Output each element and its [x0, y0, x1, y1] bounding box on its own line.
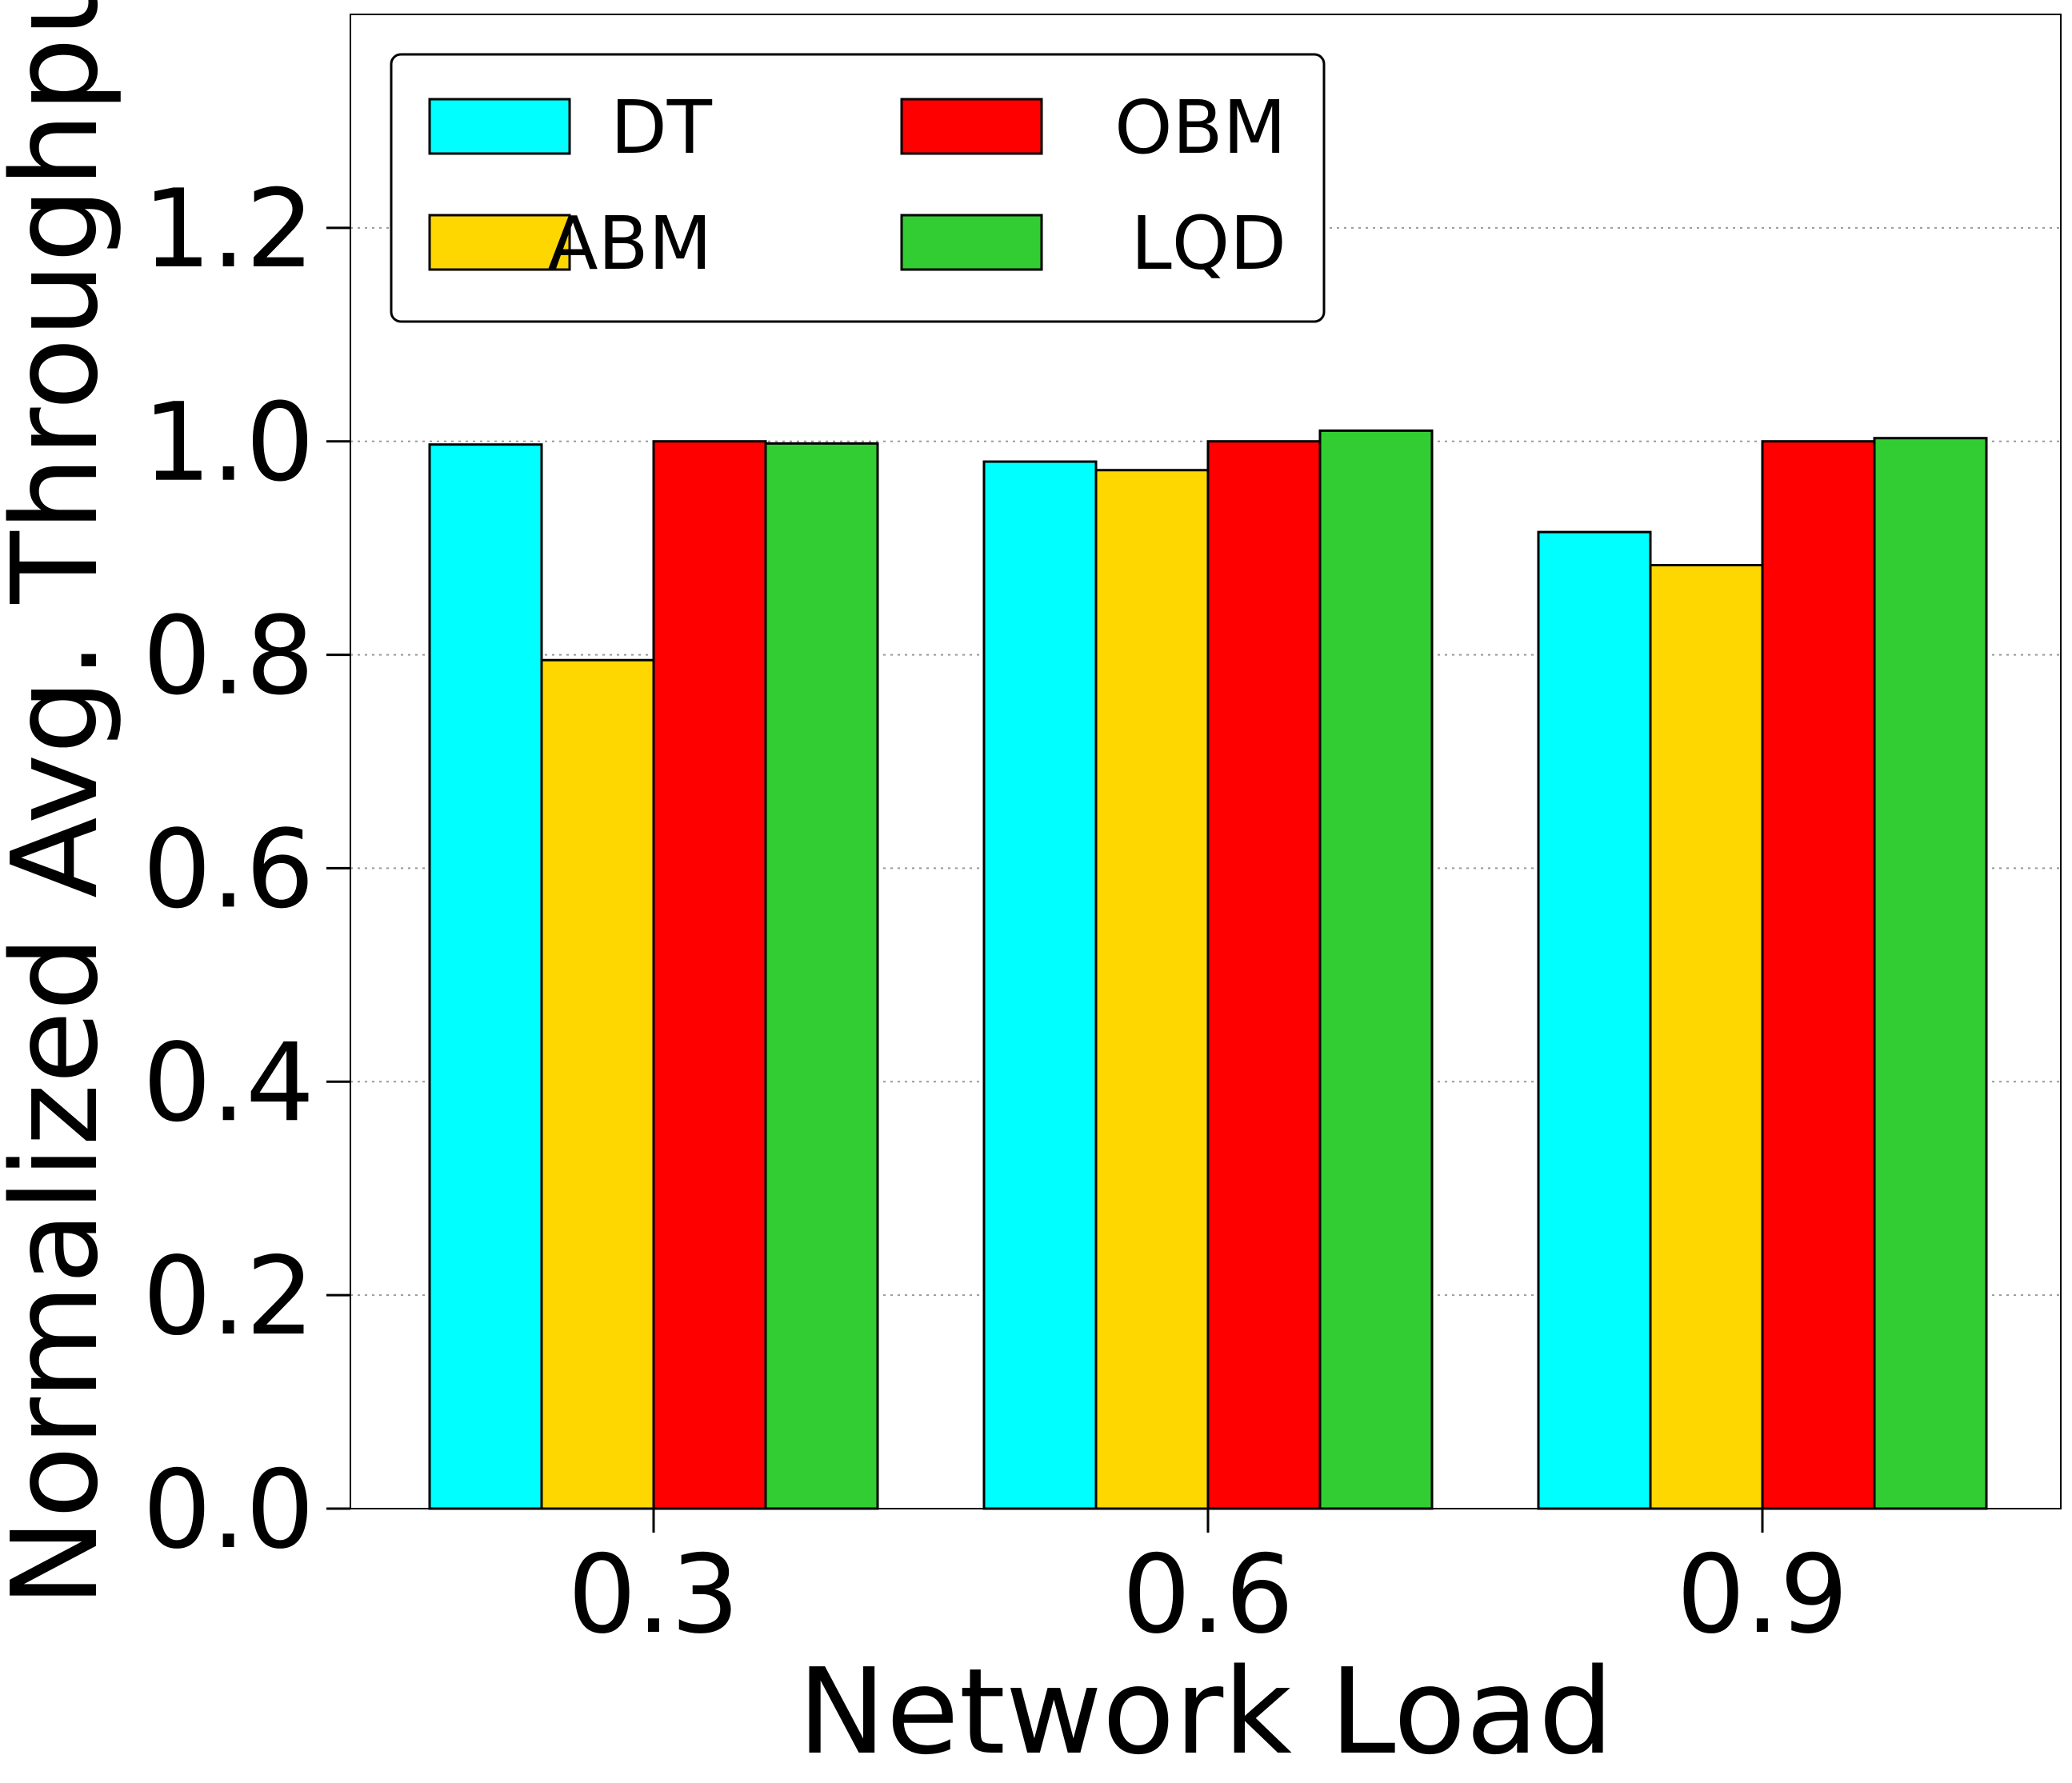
legend-swatch-obm — [900, 98, 1043, 155]
y-tick-label: 1.2 — [142, 166, 314, 292]
legend: DT ABM OBM LQD — [390, 53, 1326, 323]
plot-frame — [350, 14, 2062, 1509]
bar-dt-0.9 — [1537, 530, 1652, 1510]
bars — [428, 429, 1988, 1510]
legend-swatch-dt — [428, 98, 571, 155]
x-tick-label: 0.9 — [1677, 1532, 1849, 1657]
bar-obm-0.9 — [1761, 440, 1876, 1510]
bar-abm-0.9 — [1649, 563, 1764, 1510]
y-tick-label: 0.0 — [142, 1447, 314, 1573]
bar-abm-0.6 — [1094, 469, 1210, 1510]
bar-obm-0.6 — [1206, 440, 1322, 1510]
axis-ticks: 0.0 0.2 0.4 0.6 0.8 1.0 1.2 0.3 0.6 0.9 — [142, 166, 1848, 1657]
bar-lqd-0.3 — [764, 442, 879, 1510]
bar-dt-0.6 — [982, 460, 1098, 1510]
y-tick-label: 0.6 — [142, 806, 314, 932]
legend-frame — [390, 53, 1326, 323]
x-tick-label: 0.6 — [1122, 1532, 1294, 1657]
y-tick-label: 0.4 — [142, 1020, 314, 1145]
bar-lqd-0.6 — [1318, 429, 1434, 1510]
legend-swatch-lqd — [900, 214, 1043, 271]
bar-lqd-0.9 — [1873, 437, 1988, 1510]
bar-abm-0.3 — [540, 658, 655, 1510]
y-tick-label: 0.8 — [142, 594, 314, 719]
legend-label-dt: DT — [610, 85, 713, 170]
x-tick-label: 0.3 — [568, 1532, 740, 1657]
legend-label-obm: OBM — [1114, 85, 1286, 170]
bar-obm-0.3 — [652, 440, 767, 1510]
y-tick-label: 1.0 — [142, 380, 314, 506]
legend-label-abm: ABM — [548, 201, 712, 286]
legend-swatch-abm — [428, 214, 571, 271]
bar-dt-0.3 — [428, 443, 543, 1510]
y-tick-label: 0.2 — [142, 1233, 314, 1359]
x-axis-title: Network Load — [798, 1643, 1614, 1781]
y-axis-title: Normalized Avg. Throughput — [0, 0, 124, 1607]
legend-label-lqd: LQD — [1130, 201, 1286, 286]
